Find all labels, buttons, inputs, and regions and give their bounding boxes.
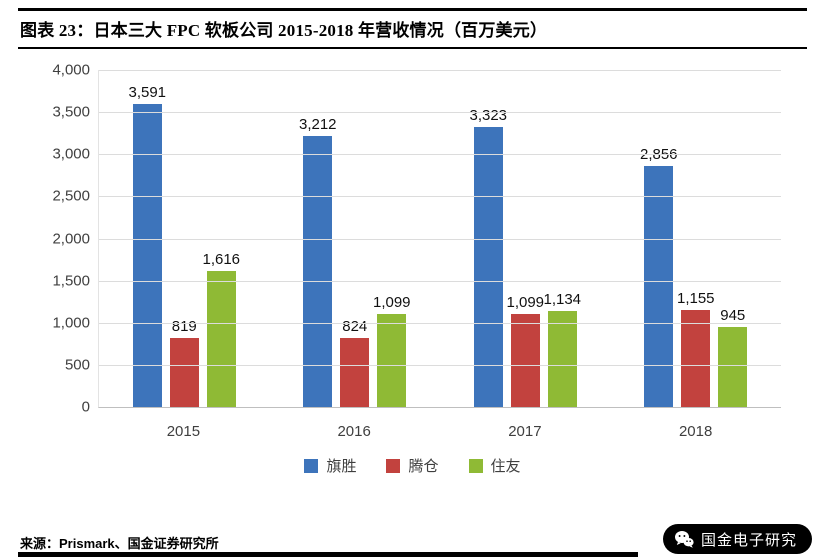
legend: 旗胜 腾仓 住友 [30,455,795,476]
bar-住友-2017: 1,134 [543,291,581,407]
gridline [99,238,781,240]
bar-group-2017: 3,323 1,099 1,134 [440,70,611,407]
x-axis-label: 2017 [508,423,542,440]
bar-腾仓-2015: 819 [169,318,199,407]
x-axis-labels: 2015 2016 2017 2018 [98,423,781,440]
y-axis-tick-label: 3,500 [52,103,90,121]
bar-value-label: 3,212 [298,116,337,134]
bar-value-label: 1,616 [202,250,241,268]
bar-旗胜-2017: 3,323 [469,107,507,407]
gridline [99,364,781,366]
wechat-icon [674,530,694,548]
bar-group-2018: 2,856 1,155 945 [611,70,782,407]
legend-item-腾仓: 腾仓 [386,455,439,476]
bar-旗胜-2015: 3,591 [128,84,166,407]
plot-area: 3,591 819 1,616 3,212 824 1,099 3,323 1,099 1,13… [52,62,781,416]
bar-住友-2015: 1,616 [202,251,240,407]
bar-group-2016: 3,212 824 1,099 [270,70,441,407]
bar-腾仓-2017: 1,099 [506,294,544,407]
bar-value-label: 1,155 [676,289,715,307]
bar-旗胜-2018: 2,856 [640,146,678,407]
bar-腾仓-2018: 1,155 [677,290,715,407]
wechat-badge-label: 国金电子研究 [700,531,797,549]
cropped-highlight-strip [18,552,638,557]
figure-title: 图表 23：日本三大 FPC 软板公司 2015-2018 年营收情况（百万美元… [20,21,548,40]
gridline [99,112,781,114]
legend-item-旗胜: 旗胜 [304,455,356,476]
x-axis-label: 2018 [678,423,713,440]
bar-旗胜-2016: 3,212 [299,116,337,407]
bar-value-label: 1,134 [543,291,582,309]
bar-chart: 3,591 819 1,616 3,212 824 1,099 3,323 1,099 1,13… [30,56,795,480]
y-axis-tick-label: 0 [81,398,90,416]
gridline [99,196,781,198]
y-axis-tick-label: 2,500 [52,187,90,205]
bar-value-label: 3,323 [469,107,508,125]
gridline [99,154,781,156]
x-axis-label: 2016 [337,423,371,440]
bar-groups: 3,591 819 1,616 3,212 824 1,099 3,323 1,099 1,13… [99,70,781,407]
bar-value-label: 3,591 [128,84,167,102]
bar-住友-2018: 945 [718,307,748,407]
bar-value-label: 824 [342,317,368,335]
gridline [99,322,781,324]
figure-title-bar: 图表 23：日本三大 FPC 软板公司 2015-2018 年营收情况（百万美元… [18,8,807,49]
y-axis-tick-label: 2,000 [52,230,90,247]
legend-swatch [468,458,483,473]
bar-腾仓-2016: 824 [340,318,370,407]
legend-label: 旗胜 [326,458,357,475]
legend-item-住友: 住友 [468,455,521,476]
source-note: 来源：Prismark、国金证券研究所 [20,536,219,551]
x-axis-label: 2015 [166,423,201,440]
legend-swatch [386,458,401,473]
legend-label: 腾仓 [408,458,439,475]
bar-value-label: 1,099 [506,294,545,312]
bar-value-label: 819 [171,318,197,335]
gridline [99,280,781,282]
legend-swatch [304,458,319,473]
wechat-badge: 国金电子研究 [662,524,812,554]
legend-label: 住友 [490,458,521,475]
bar-value-label: 1,099 [372,294,411,312]
y-axis-tick-label: 4,000 [52,61,90,79]
y-axis-tick-label: 500 [64,356,90,374]
gridline [99,70,781,71]
y-axis-tick-label: 1,000 [52,314,90,332]
bar-value-label: 945 [720,307,746,325]
y-axis-tick-label: 3,000 [52,145,90,163]
y-axis-tick-label: 1,500 [52,272,90,290]
bar-住友-2016: 1,099 [373,294,411,407]
